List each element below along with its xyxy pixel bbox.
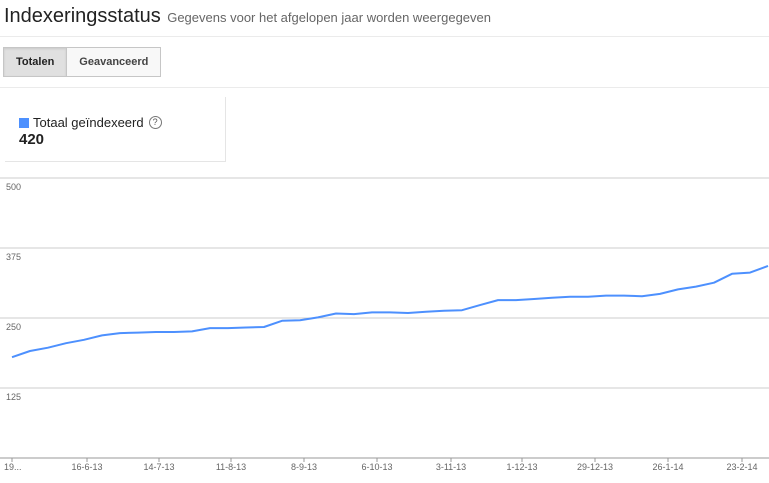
series-line-totaal-geindexeerd [11,264,769,359]
summary-card: Totaal geïndexeerd ? 420 [5,97,226,162]
tabs-divider [0,87,769,88]
help-icon[interactable]: ? [148,116,162,129]
x-tick-label: 6-10-13 [361,462,392,472]
x-tick-label: 1-12-13 [506,462,537,472]
header-divider [0,36,769,37]
x-tick-label: 8-9-13 [291,462,317,472]
x-tick-label: 26-1-14 [652,462,683,472]
x-tick-label: 16-6-13 [71,462,102,472]
legend-row: Totaal geïndexeerd ? [19,115,162,130]
x-tick-label: 11-8-13 [216,462,246,472]
x-tick-label: 14-7-13 [143,462,174,472]
series-color-swatch [19,117,29,128]
x-tick-label: 23-2-14 [726,462,757,472]
y-tick-label: 250 [6,322,21,332]
y-tick-label: 500 [6,182,21,192]
page-subtitle: Gegevens voor het afgelopen jaar worden … [167,10,491,25]
page-header: Indexeringsstatus Gegevens voor het afge… [4,5,491,28]
legend-label: Totaal geïndexeerd [33,115,144,130]
y-tick-label: 375 [6,252,21,262]
view-tabs: Totalen Geavanceerd [3,47,162,77]
tab-geavanceerd[interactable]: Geavanceerd [67,47,162,77]
index-status-chart: 500 375 250 125 19... 16-6-13 14-7-13 11-8-13 8-… [0,177,769,472]
x-tick-label: 29-12-13 [577,462,613,472]
y-tick-label: 125 [6,392,21,402]
tab-totalen[interactable]: Totalen [3,47,68,77]
total-indexed-value: 420 [19,131,45,148]
x-tick-label: 19... [4,462,22,472]
x-tick-label: 3-11-13 [436,462,466,472]
page-title: Indexeringsstatus [4,5,161,27]
